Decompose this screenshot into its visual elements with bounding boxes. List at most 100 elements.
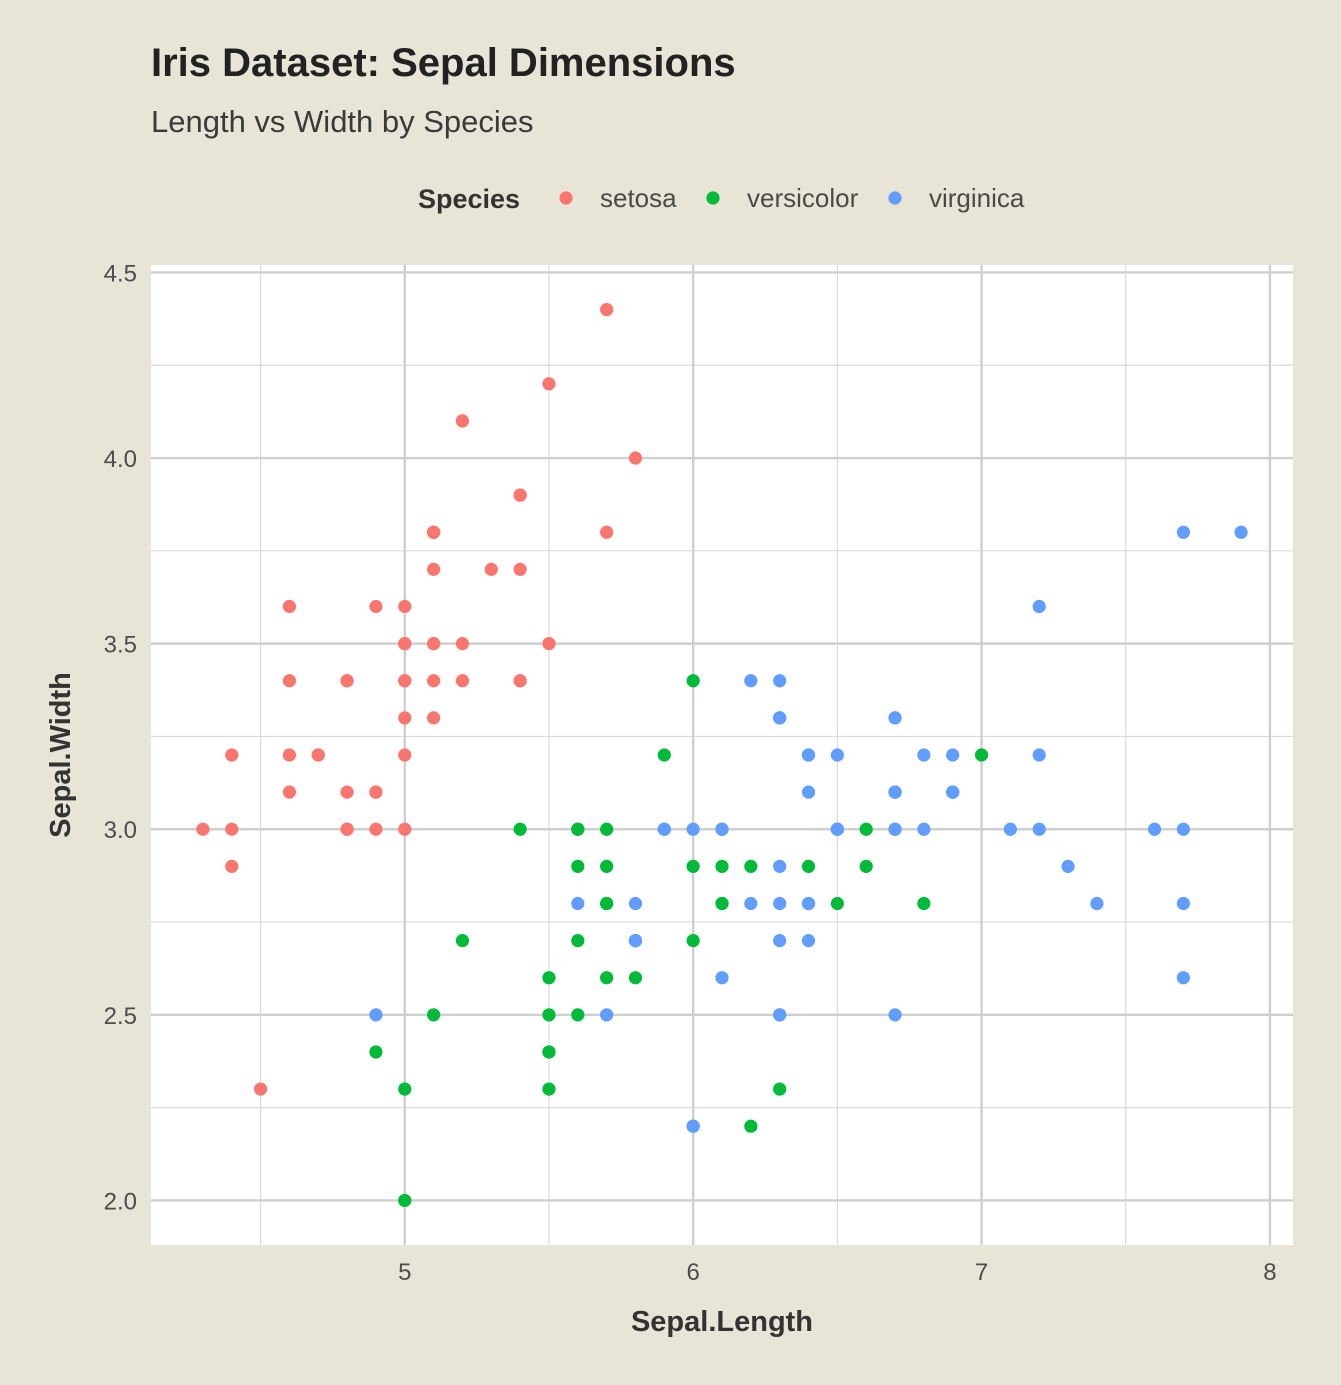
- data-point-versicolor: [801, 859, 816, 873]
- data-point-versicolor: [686, 934, 700, 948]
- data-point-setosa: [455, 637, 470, 651]
- y-tick-label: 4.0: [104, 446, 137, 473]
- data-point-versicolor: [571, 934, 585, 948]
- data-point-virginica: [773, 896, 787, 911]
- data-point-versicolor: [974, 748, 989, 762]
- data-point-versicolor: [542, 971, 556, 985]
- data-point-setosa: [282, 599, 297, 614]
- x-tick-label: 5: [398, 1259, 411, 1286]
- y-tick-label: 2.0: [104, 1188, 137, 1215]
- chart-title: Iris Dataset: Sepal Dimensions: [151, 41, 736, 85]
- data-point-setosa: [398, 599, 412, 614]
- data-point-versicolor: [571, 1008, 585, 1022]
- data-point-setosa: [455, 414, 470, 428]
- data-point-setosa: [340, 822, 354, 836]
- x-tick-label: 8: [1263, 1259, 1276, 1286]
- data-point-versicolor: [398, 1193, 412, 1208]
- grid: [151, 265, 1293, 1245]
- data-point-virginica: [744, 896, 758, 911]
- data-point-versicolor: [686, 859, 700, 873]
- data-point-versicolor: [542, 1082, 556, 1096]
- data-point-setosa: [340, 674, 354, 688]
- data-point-versicolor: [369, 1045, 383, 1059]
- data-point-setosa: [369, 599, 383, 614]
- y-tick-label: 2.5: [104, 1003, 137, 1030]
- data-point-versicolor: [542, 1008, 556, 1022]
- legend-title: Species: [418, 184, 520, 214]
- legend: Species setosa versicolor virginica: [418, 183, 1025, 214]
- data-point-setosa: [427, 711, 441, 725]
- y-tick-label: 4.5: [104, 260, 137, 287]
- x-tick-label: 7: [975, 1259, 988, 1286]
- legend-key-setosa: [559, 191, 573, 205]
- legend-label-setosa: setosa: [600, 183, 677, 213]
- data-point-versicolor: [571, 859, 585, 873]
- data-point-virginica: [917, 822, 931, 836]
- data-point-virginica: [571, 896, 585, 911]
- data-point-virginica: [715, 971, 729, 985]
- data-point-virginica: [801, 748, 816, 762]
- data-point-versicolor: [398, 1082, 412, 1096]
- data-point-setosa: [196, 822, 210, 836]
- data-point-versicolor: [513, 822, 527, 836]
- data-point-virginica: [888, 785, 902, 799]
- data-point-virginica: [888, 1008, 902, 1022]
- data-point-setosa: [398, 674, 412, 688]
- data-point-setosa: [225, 748, 239, 762]
- data-point-versicolor: [859, 859, 873, 873]
- data-point-versicolor: [600, 971, 614, 985]
- data-point-virginica: [1176, 896, 1191, 911]
- data-point-setosa: [513, 488, 527, 502]
- data-point-virginica: [600, 1008, 614, 1022]
- data-point-virginica: [773, 934, 787, 948]
- data-point-setosa: [513, 674, 527, 688]
- data-point-setosa: [427, 674, 441, 688]
- data-point-setosa: [600, 302, 614, 317]
- data-point-versicolor: [859, 822, 873, 836]
- data-point-versicolor: [600, 822, 614, 836]
- data-point-virginica: [1061, 859, 1075, 873]
- data-point-setosa: [311, 748, 325, 762]
- legend-key-versicolor: [706, 191, 720, 205]
- data-point-setosa: [282, 748, 297, 762]
- data-point-setosa: [455, 674, 470, 688]
- data-point-setosa: [542, 637, 556, 651]
- data-point-virginica: [888, 711, 902, 725]
- data-point-versicolor: [571, 822, 585, 836]
- data-point-setosa: [427, 637, 441, 651]
- series-versicolor: [369, 674, 989, 1208]
- data-point-virginica: [801, 934, 816, 948]
- data-point-virginica: [1032, 822, 1046, 836]
- tick-labels: 5 6 7 8 2.0 2.5 3.0 3.5 4.0 4.5: [104, 260, 1277, 1286]
- data-point-setosa: [225, 859, 239, 873]
- legend-label-virginica: virginica: [929, 183, 1025, 213]
- data-point-versicolor: [773, 1082, 787, 1096]
- data-point-virginica: [1176, 971, 1191, 985]
- series-virginica: [369, 525, 1248, 1133]
- data-point-setosa: [542, 377, 556, 391]
- y-tick-label: 3.5: [104, 632, 137, 659]
- data-point-setosa: [398, 637, 412, 651]
- data-point-setosa: [600, 525, 614, 539]
- data-point-setosa: [427, 525, 441, 539]
- data-point-virginica: [1176, 525, 1191, 539]
- data-point-setosa: [484, 562, 498, 576]
- data-point-virginica: [1003, 822, 1017, 836]
- data-point-virginica: [801, 896, 816, 911]
- legend-item-versicolor: versicolor: [706, 183, 859, 213]
- data-point-virginica: [1032, 748, 1046, 762]
- data-point-virginica: [946, 748, 960, 762]
- data-point-setosa: [225, 822, 239, 836]
- y-tick-label: 3.0: [104, 817, 137, 844]
- data-point-virginica: [1032, 599, 1046, 614]
- data-point-virginica: [369, 1008, 383, 1022]
- legend-key-virginica: [888, 191, 902, 205]
- data-point-virginica: [686, 822, 700, 836]
- data-point-virginica: [917, 748, 931, 762]
- data-point-virginica: [657, 822, 671, 836]
- data-point-setosa: [369, 785, 383, 799]
- data-point-versicolor: [744, 1119, 758, 1133]
- data-point-setosa: [253, 1082, 268, 1096]
- data-point-virginica: [1234, 525, 1248, 539]
